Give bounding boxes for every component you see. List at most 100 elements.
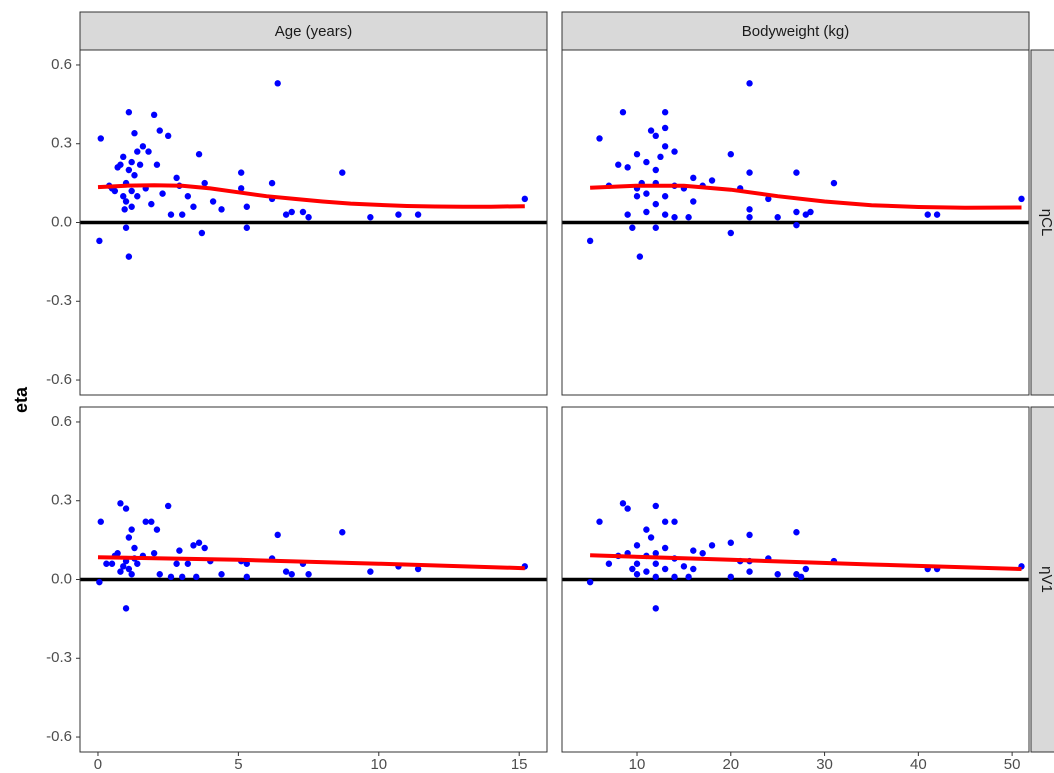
- point: [237, 169, 245, 176]
- point: [139, 143, 147, 150]
- point: [122, 224, 130, 231]
- point: [274, 531, 281, 539]
- point: [96, 237, 103, 245]
- point: [150, 550, 158, 557]
- point: [128, 526, 135, 533]
- y-tick-label: -0.6: [46, 371, 72, 388]
- point: [153, 161, 161, 168]
- point: [619, 109, 627, 116]
- point: [153, 526, 161, 533]
- point: [184, 560, 192, 567]
- point: [367, 214, 374, 221]
- point: [193, 573, 200, 581]
- point: [299, 208, 307, 216]
- point: [125, 166, 133, 174]
- point: [774, 214, 781, 221]
- point: [120, 563, 127, 570]
- point: [136, 161, 144, 168]
- x-tick-label: 10: [370, 756, 387, 773]
- point: [159, 190, 166, 197]
- point: [643, 568, 650, 575]
- point: [243, 560, 251, 567]
- point: [629, 565, 636, 573]
- point: [699, 550, 706, 557]
- point: [97, 135, 104, 142]
- point: [643, 158, 650, 166]
- point: [96, 578, 103, 586]
- smooth-line: [97, 555, 525, 571]
- point: [652, 132, 659, 140]
- point: [685, 214, 692, 221]
- panel-border: [561, 49, 1030, 396]
- point: [268, 179, 276, 187]
- point: [652, 502, 659, 510]
- point: [657, 153, 664, 161]
- point: [125, 253, 133, 260]
- point: [173, 174, 180, 182]
- strip-label: Age (years): [275, 23, 353, 40]
- smooth-line: [590, 553, 1022, 571]
- point: [414, 211, 422, 218]
- point: [661, 124, 669, 132]
- point: [131, 544, 138, 552]
- point: [652, 605, 659, 612]
- point: [746, 206, 753, 213]
- point: [128, 187, 135, 195]
- point: [395, 211, 402, 218]
- point: [633, 560, 641, 567]
- point: [167, 211, 175, 218]
- point: [690, 174, 697, 182]
- point: [125, 565, 133, 573]
- point: [746, 169, 753, 176]
- x-tick-label: 20: [722, 756, 739, 773]
- point: [624, 505, 631, 512]
- point: [661, 518, 669, 525]
- point: [367, 568, 374, 575]
- point: [793, 208, 800, 216]
- point: [134, 560, 141, 567]
- point: [933, 211, 941, 218]
- panel-border: [561, 406, 1030, 753]
- point: [690, 547, 697, 554]
- strip-label: ηCL: [1038, 209, 1054, 237]
- point: [184, 193, 192, 200]
- point: [195, 151, 203, 158]
- point: [122, 505, 130, 512]
- point: [164, 502, 172, 510]
- point: [586, 237, 594, 245]
- point: [797, 573, 805, 581]
- point: [793, 169, 800, 176]
- point: [652, 560, 659, 567]
- point: [661, 544, 669, 552]
- y-axis-title: eta: [11, 386, 31, 413]
- point: [282, 568, 290, 575]
- point: [680, 563, 688, 570]
- y-tick-label: 0.6: [51, 56, 72, 73]
- point: [339, 529, 346, 536]
- point: [793, 221, 800, 229]
- point: [117, 161, 124, 168]
- point: [111, 187, 119, 195]
- point: [201, 544, 208, 552]
- point: [727, 229, 734, 237]
- x-tick-label: 50: [1004, 756, 1021, 773]
- point: [633, 542, 641, 549]
- point: [131, 130, 138, 137]
- point: [727, 573, 734, 581]
- point: [288, 571, 295, 578]
- point: [647, 127, 655, 134]
- point: [661, 211, 669, 218]
- point: [774, 571, 781, 578]
- point: [201, 179, 208, 187]
- smooth-line: [590, 183, 1022, 210]
- point: [288, 208, 295, 216]
- point: [122, 605, 130, 612]
- x-tick-label: 40: [910, 756, 927, 773]
- point: [690, 198, 697, 205]
- point: [145, 148, 152, 155]
- point: [128, 203, 135, 210]
- point: [652, 200, 659, 208]
- point: [148, 518, 155, 525]
- point: [156, 127, 163, 134]
- point: [134, 193, 141, 200]
